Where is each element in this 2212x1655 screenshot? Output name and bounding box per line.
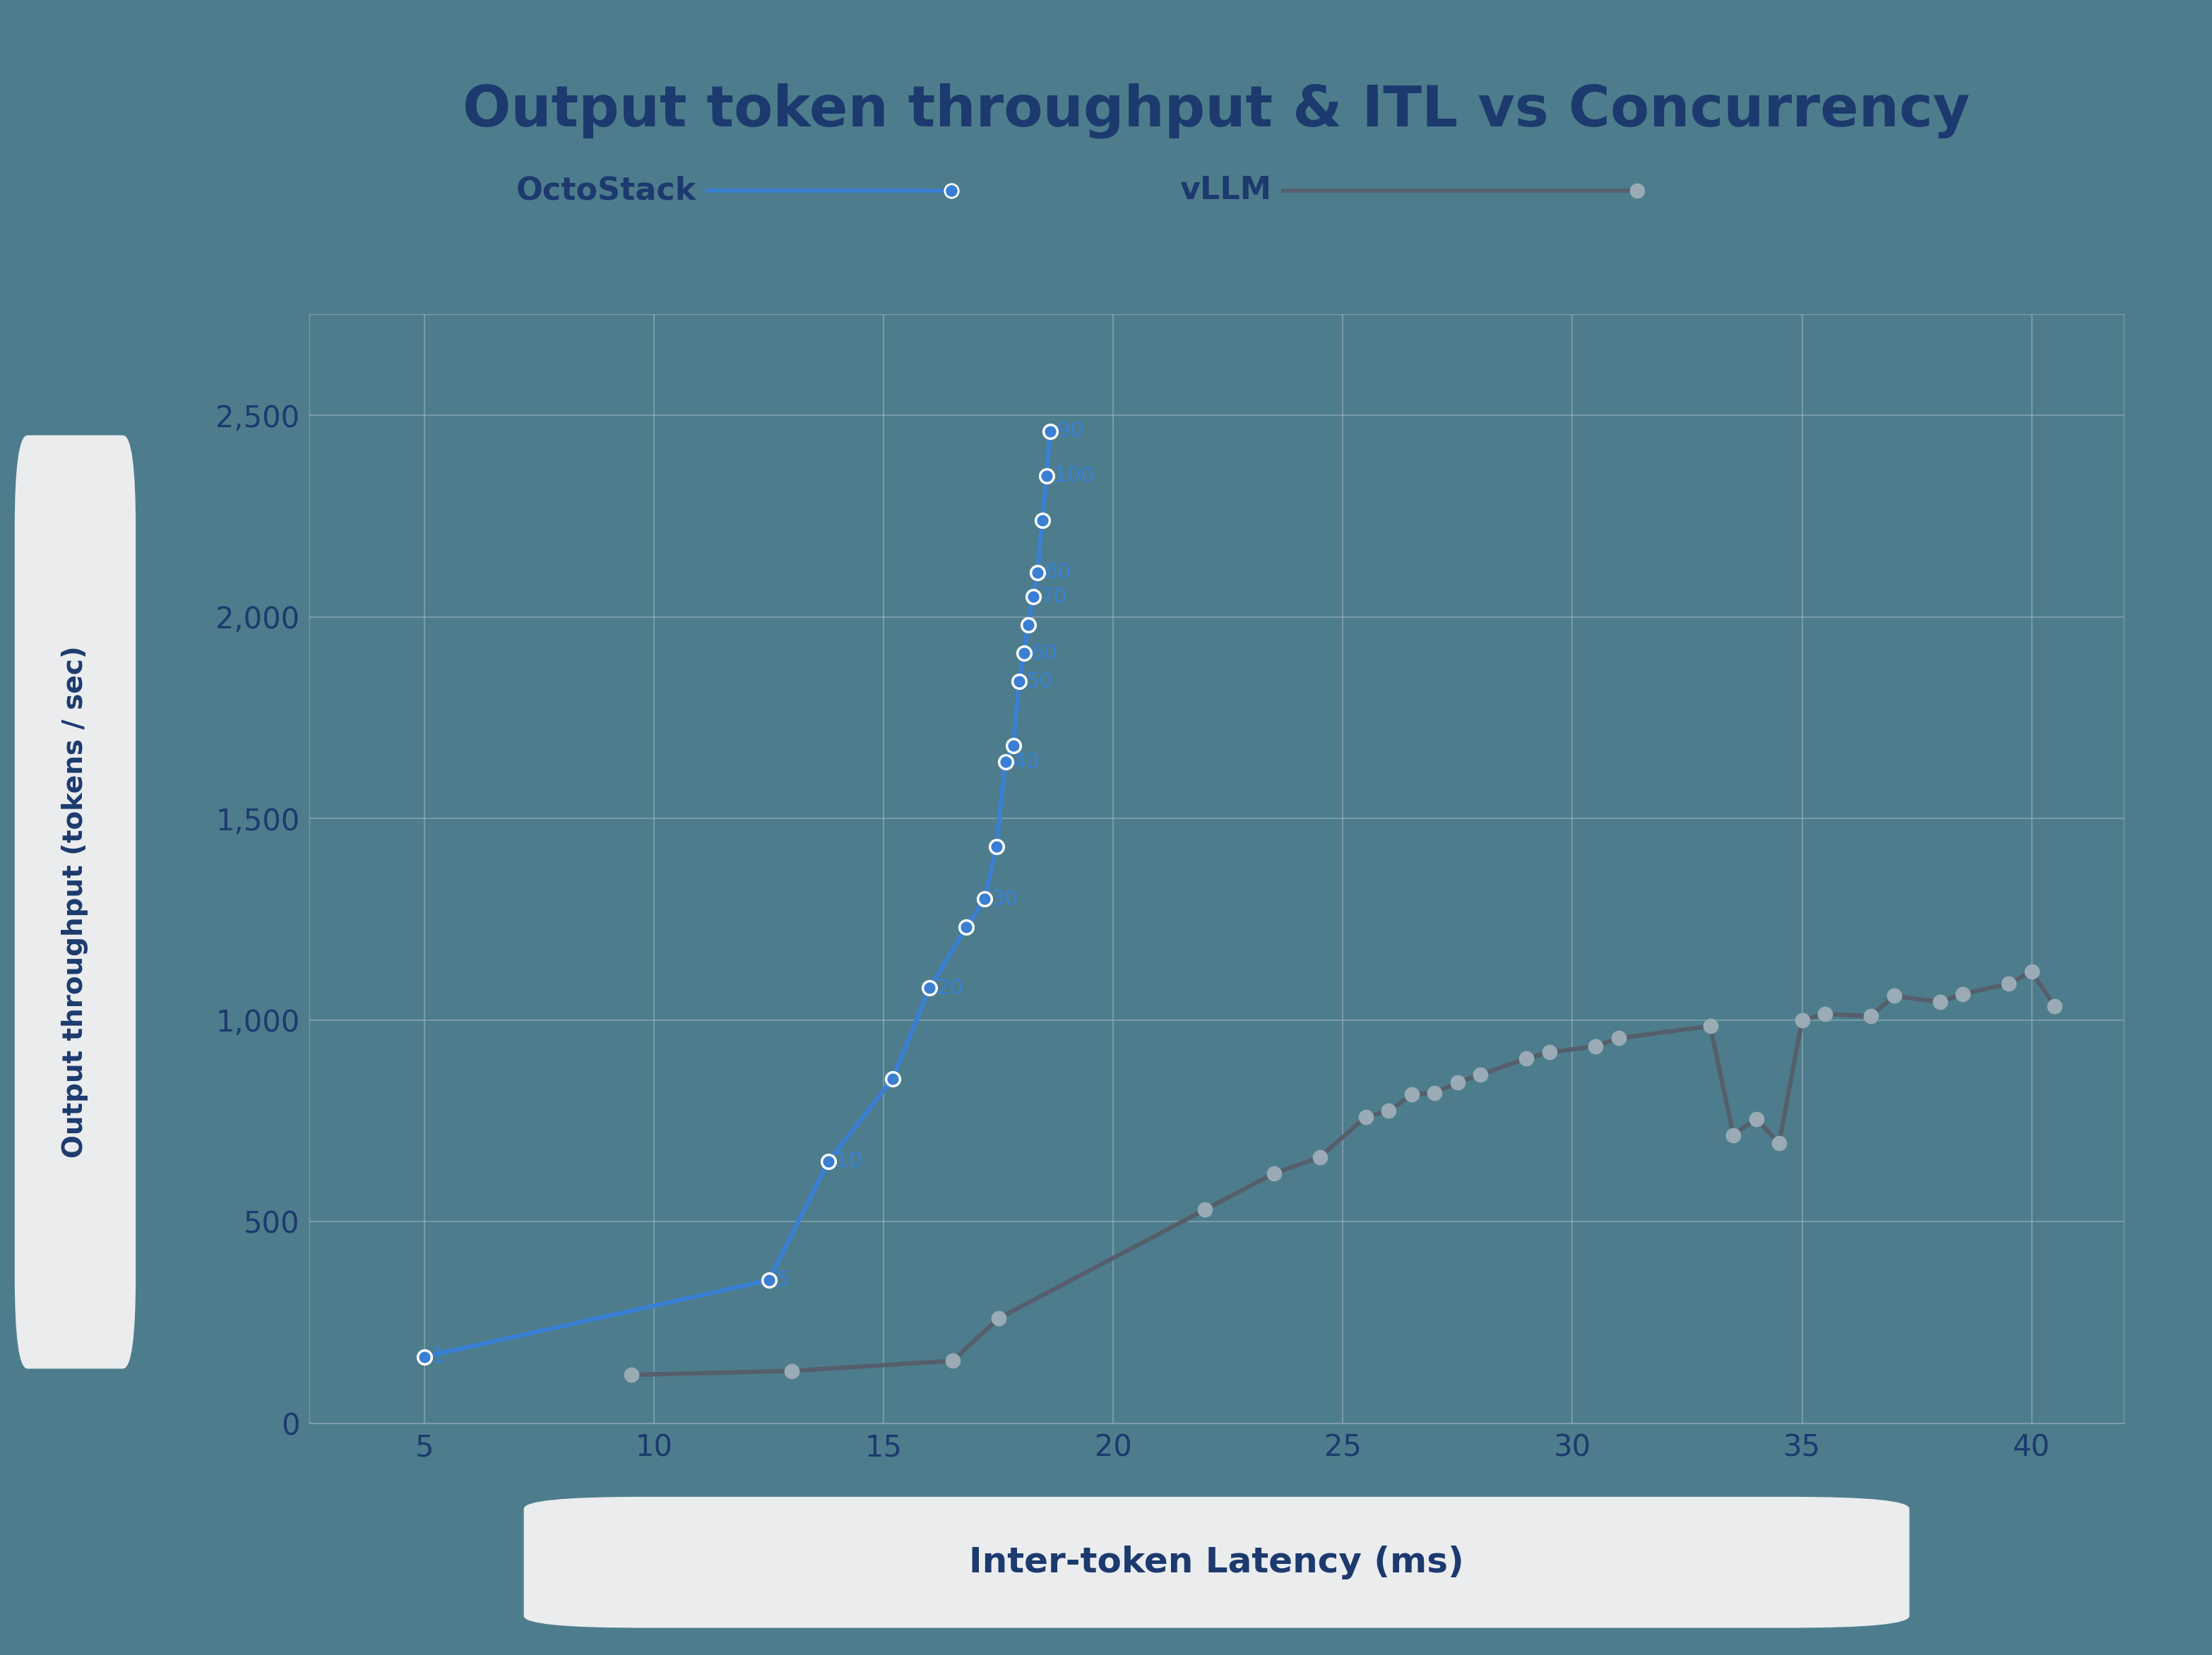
Point (1462, 1061, 1498, 1087)
Text: 90: 90 (1057, 420, 1084, 442)
Text: OctoStack: OctoStack (515, 175, 697, 205)
Text: vLLM: vLLM (1179, 175, 1272, 205)
Point (1692, 1013, 1728, 1039)
Point (2013, 958, 2048, 985)
Point (1739, 1106, 1774, 1132)
Text: Inter-token Latency (ms): Inter-token Latency (ms) (969, 1546, 1464, 1579)
Point (812, 1149, 847, 1175)
Point (1944, 981, 1980, 1008)
Text: 80: 80 (1044, 563, 1073, 583)
Point (1854, 1003, 1889, 1029)
Point (1577, 1033, 1613, 1059)
Point (407, 1344, 442, 1370)
Point (1029, 462, 1064, 488)
Text: 10: 10 (836, 1150, 863, 1172)
Point (1533, 1039, 1568, 1066)
Point (1601, 1024, 1637, 1051)
Point (1418, 1079, 1453, 1106)
Point (1006, 640, 1042, 667)
Point (1807, 1001, 1843, 1028)
Point (936, 1347, 971, 1374)
Point (980, 1306, 1015, 1332)
Text: Output token throughput & ITL vs Concurrency: Output token throughput & ITL vs Concurr… (462, 83, 1971, 137)
Point (911, 975, 947, 1001)
Point (1371, 1097, 1407, 1124)
FancyBboxPatch shape (15, 435, 135, 1369)
Point (967, 885, 1002, 912)
Point (1717, 1122, 1752, 1149)
Text: 40: 40 (1013, 751, 1040, 773)
Point (1347, 1104, 1382, 1130)
Text: 100: 100 (1053, 465, 1095, 487)
Text: 70: 70 (1040, 586, 1066, 607)
Point (989, 748, 1024, 775)
Point (774, 1357, 810, 1384)
Text: 30: 30 (991, 889, 1020, 909)
Text: 50: 50 (1026, 672, 1053, 692)
Point (1020, 559, 1055, 586)
Point (1785, 1006, 1820, 1033)
Point (978, 834, 1013, 861)
Point (1033, 419, 1068, 445)
Text: 20: 20 (936, 978, 964, 998)
Point (1011, 612, 1046, 639)
Point (1394, 1081, 1429, 1107)
Point (1991, 970, 2026, 996)
Point (752, 1268, 787, 1294)
Point (1002, 669, 1037, 695)
Point (1015, 584, 1051, 611)
Text: 5: 5 (776, 1269, 790, 1291)
Point (1188, 1197, 1223, 1223)
Point (876, 1066, 911, 1092)
Text: 60: 60 (1031, 642, 1057, 664)
FancyBboxPatch shape (524, 1496, 1909, 1629)
Point (1761, 1130, 1796, 1157)
Point (613, 1362, 648, 1389)
Point (995, 733, 1031, 760)
Point (2037, 993, 2073, 1019)
Text: Output throughput (tokens / sec): Output throughput (tokens / sec) (62, 645, 88, 1158)
Point (1440, 1069, 1475, 1096)
Point (1922, 988, 1958, 1015)
Point (1024, 506, 1060, 533)
Point (1876, 983, 1911, 1010)
Point (1256, 1160, 1292, 1187)
Text: 1: 1 (431, 1347, 445, 1367)
Point (949, 914, 984, 940)
Point (1509, 1046, 1544, 1072)
Point (1303, 1144, 1338, 1170)
